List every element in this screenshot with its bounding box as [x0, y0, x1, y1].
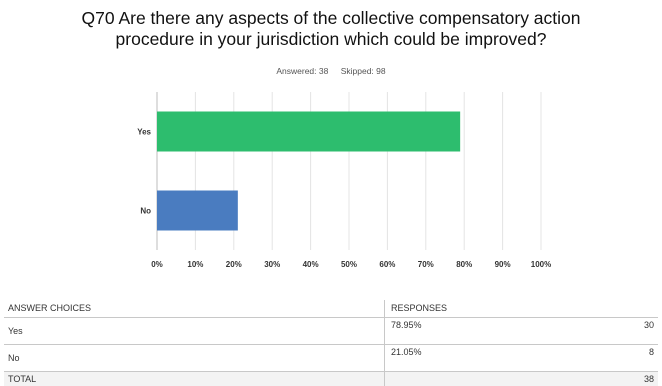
table-total-row: TOTAL 38	[4, 372, 658, 386]
response-count: 8	[595, 345, 658, 372]
x-tick-label: 90%	[495, 260, 511, 269]
category-label: Yes	[137, 128, 151, 137]
answer-choices-header: ANSWER CHOICES	[4, 300, 385, 318]
x-tick-label: 80%	[456, 260, 472, 269]
table-row: No 21.05% 8	[4, 345, 658, 372]
total-spacer	[385, 372, 596, 386]
total-label: TOTAL	[4, 372, 385, 386]
table-header-row: ANSWER CHOICES RESPONSES	[4, 300, 658, 318]
x-tick-label: 30%	[264, 260, 280, 269]
x-tick-label: 100%	[531, 260, 551, 269]
bar-no	[157, 191, 238, 231]
x-tick-label: 50%	[341, 260, 357, 269]
x-tick-label: 0%	[151, 260, 163, 269]
responses-table: ANSWER CHOICES RESPONSES Yes 78.95% 30 N…	[4, 300, 658, 386]
total-count: 38	[595, 372, 658, 386]
responses-header: RESPONSES	[385, 300, 596, 318]
table-row: Yes 78.95% 30	[4, 318, 658, 345]
category-label: No	[140, 207, 151, 216]
x-tick-label: 20%	[226, 260, 242, 269]
choice-label: Yes	[4, 318, 385, 345]
bar-yes	[157, 112, 460, 152]
x-tick-label: 40%	[303, 260, 319, 269]
x-tick-label: 10%	[187, 260, 203, 269]
response-percent: 78.95%	[385, 318, 596, 345]
choice-label: No	[4, 345, 385, 372]
bar-chart: 0% 10% 20% 30% 40% 50% 60% 70% 80% 90% 100% Yes No	[0, 0, 662, 300]
x-tick-label: 70%	[418, 260, 434, 269]
count-header	[595, 300, 658, 318]
response-percent: 21.05%	[385, 345, 596, 372]
response-count: 30	[595, 318, 658, 345]
x-tick-label: 60%	[379, 260, 395, 269]
